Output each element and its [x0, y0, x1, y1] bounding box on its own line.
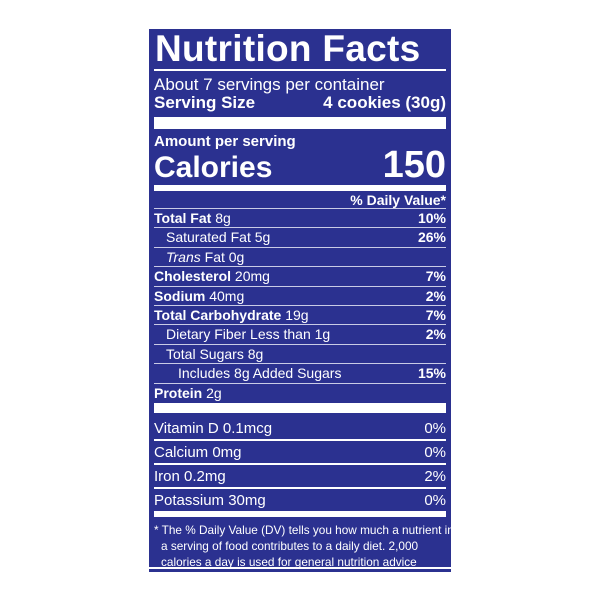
thick-divider [154, 117, 446, 129]
nutrient-dv: 2% [425, 287, 446, 304]
nutrient-name: Cholesterol [154, 268, 232, 285]
footnote-line: calories a day is used for general nutri… [161, 554, 417, 569]
calories-value: 150 [382, 144, 446, 186]
nutrient-amount: 0g [228, 248, 245, 265]
nutrient-dv: 2% [425, 326, 446, 343]
thick-divider [154, 510, 446, 517]
amount-per-serving: Amount per serving [154, 133, 296, 150]
label-title: Nutrition Facts [155, 28, 421, 69]
nutrient-dv: 15% [417, 365, 446, 382]
nutrient-amount: 20mg [234, 268, 270, 285]
thick-divider [154, 402, 446, 413]
bottom-divider [149, 567, 451, 569]
nutrient-row: Includes 8g Added Sugars 15% [154, 363, 446, 382]
footnote: * The % Daily Value (DV) tells you how m… [154, 522, 454, 570]
nutrient-name-suffix: Fat [204, 248, 225, 265]
nutrient-dv: 26% [417, 229, 446, 246]
serving-size-label: Serving Size [154, 93, 256, 112]
nutrient-row: Total Sugars 8g [154, 343, 446, 363]
nutrient-amount: 40mg [209, 287, 245, 304]
nutrient-row: Dietary Fiber Less than 1g 2% [154, 324, 446, 343]
footnote-line: a serving of food contributes to a daily… [161, 538, 419, 553]
nutrient-name: Trans [166, 248, 201, 265]
nutrient-name: Includes 8g Added Sugars [178, 365, 342, 382]
thick-divider [154, 185, 446, 191]
footnote-line: * The % Daily Value (DV) tells you how m… [154, 522, 454, 537]
nutrition-facts-label: Nutrition Facts About 7 servings per con… [149, 28, 454, 572]
nutrient-name: Saturated Fat [166, 229, 251, 246]
nutrient-dv: 7% [425, 268, 446, 285]
nutrient-amount: 2g [206, 384, 222, 401]
nutrient-amount: 19g [285, 306, 309, 323]
nutrient-dv: 7% [425, 306, 446, 323]
daily-value-header: % Daily Value* [350, 192, 446, 208]
nutrient-name: Sodium [154, 287, 206, 304]
vitamin-dv: 2% [424, 467, 446, 485]
nutrient-amount: 5g [254, 229, 271, 246]
vitamin-name: Vitamin D 0.1mcg [154, 419, 273, 437]
nutrient-name: Total Fat [154, 210, 212, 226]
vitamin-dv: 0% [424, 443, 446, 461]
nutrient-name: Total Sugars [166, 345, 244, 362]
nutrient-row: Saturated Fat 5g 26% [154, 227, 446, 246]
vitamin-row: Calcium 0mg 0% [154, 438, 446, 463]
nutrient-amount: 8g [247, 345, 264, 362]
nutrient-amount: 8g [215, 210, 231, 226]
vitamin-row: Potassium 30mg 0% [154, 486, 446, 511]
nutrient-amount: Less than 1g [250, 326, 331, 343]
vitamin-name: Iron 0.2mg [154, 467, 226, 485]
nutrient-row: Total Fat 8g 10% [154, 208, 446, 227]
serving-size-value: 4 cookies (30g) [323, 93, 446, 112]
vitamin-row: Iron 0.2mg 2% [154, 462, 446, 487]
nutrient-name: Protein [154, 384, 203, 401]
nutrient-row: Total Carbohydrate 19g 7% [154, 304, 446, 324]
nutrient-name: Total Carbohydrate [154, 306, 282, 323]
serving-size: Serving Size 4 cookies (30g) [154, 94, 446, 112]
vitamin-dv: 0% [424, 491, 446, 509]
vitamin-list: Vitamin D 0.1mcg 0% Calcium 0mg 0% Iron 0.2m… [154, 417, 446, 511]
nutrient-row: Cholesterol 20mg 7% [154, 266, 446, 285]
vitamin-name: Potassium 30mg [154, 491, 266, 509]
nutrient-name: Dietary Fiber [166, 326, 247, 343]
calories-label: Calories [154, 151, 273, 184]
vitamin-row: Vitamin D 0.1mcg 0% [154, 417, 446, 439]
nutrient-row: Protein 2g [154, 382, 446, 402]
divider [154, 69, 446, 71]
nutrient-row: Sodium 40mg 2% [154, 285, 446, 305]
calories-row: Calories 150 [154, 144, 446, 186]
vitamin-dv: 0% [424, 419, 446, 437]
vitamin-name: Calcium 0mg [154, 443, 242, 461]
nutrient-dv: 10% [417, 210, 446, 226]
nutrient-row: Trans Fat 0g [154, 246, 446, 266]
nutrient-list: Total Fat 8g 10% Saturated Fat 5g 26% Trans … [154, 208, 446, 402]
servings-per-container: About 7 servings per container [154, 75, 385, 94]
